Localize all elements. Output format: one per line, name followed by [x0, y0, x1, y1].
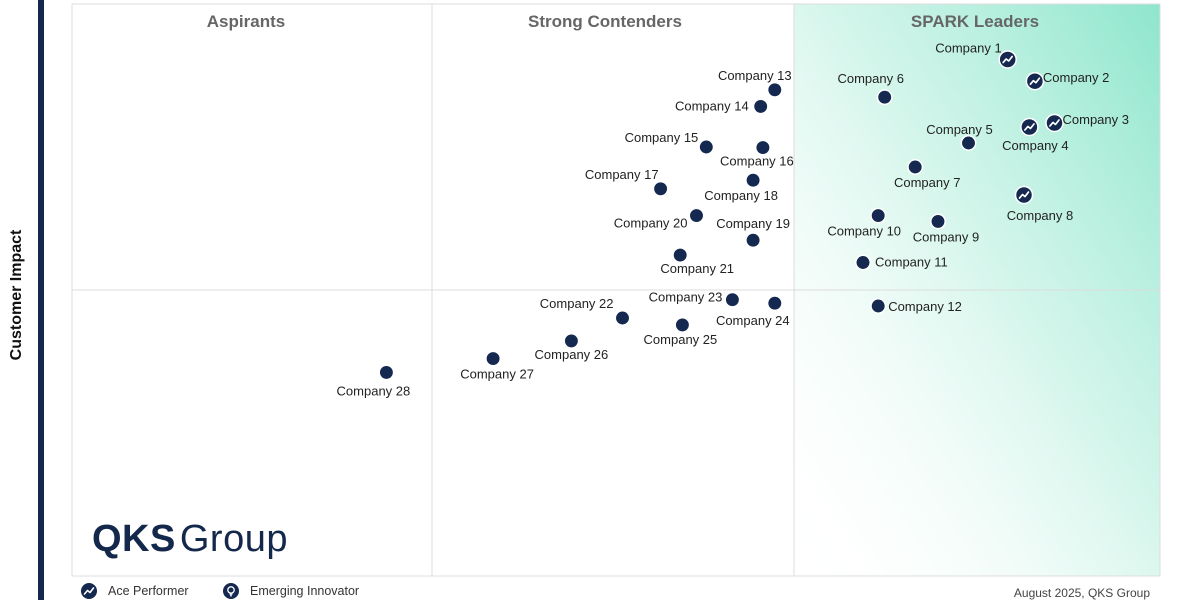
- label-company-13: Company 13: [718, 68, 792, 83]
- label-company-17: Company 17: [585, 167, 659, 182]
- point-company-21: [672, 247, 689, 264]
- point-company-25: [674, 316, 691, 333]
- footer-note: August 2025, QKS Group: [1013, 586, 1150, 600]
- label-company-15: Company 15: [625, 130, 699, 145]
- label-company-20: Company 20: [614, 216, 688, 231]
- quadrant-title-strong-contenders: Strong Contenders: [528, 12, 682, 31]
- label-company-11: Company 11: [875, 255, 948, 270]
- point-company-13: [766, 81, 783, 98]
- point-company-16: [754, 139, 771, 156]
- label-company-28: Company 28: [337, 383, 411, 398]
- point-company-5: [960, 135, 977, 151]
- qks-logo: QKS Group: [92, 518, 288, 561]
- ace-performer-icon: [1029, 77, 1041, 86]
- point-company-10: [870, 207, 887, 224]
- point-company-6: [876, 89, 893, 106]
- point-company-20: [688, 207, 705, 224]
- label-company-26: Company 26: [535, 347, 609, 362]
- legend-ace-performer: Ace Performer: [80, 582, 189, 600]
- point-company-28: [378, 364, 395, 381]
- label-company-27: Company 27: [460, 367, 534, 382]
- label-company-10: Company 10: [827, 224, 901, 239]
- point-company-24: [766, 295, 783, 312]
- point-company-15: [698, 139, 715, 155]
- label-company-9: Company 9: [913, 229, 979, 244]
- label-company-19: Company 19: [716, 216, 790, 231]
- point-company-7: [907, 159, 924, 175]
- ace-performer-icon: [1024, 123, 1035, 131]
- ace-performer-icon: [81, 583, 97, 599]
- ace-performer-icon: [1049, 119, 1060, 127]
- point-company-17: [652, 180, 669, 197]
- emerging-innovator-icon: [223, 583, 239, 599]
- legend-emerging-innovator: Emerging Innovator: [222, 582, 359, 600]
- point-company-12: [870, 298, 887, 314]
- label-company-1: Company 1: [935, 41, 1001, 56]
- label-company-18: Company 18: [704, 188, 778, 203]
- label-company-5: Company 5: [926, 122, 992, 137]
- y-axis-label: Customer Impact: [8, 229, 25, 361]
- point-company-18: [745, 172, 762, 189]
- logo-group: Group: [179, 518, 288, 560]
- logo-qks: QKS: [92, 518, 176, 560]
- point-company-9: [930, 213, 946, 230]
- label-company-23: Company 23: [649, 290, 723, 305]
- label-company-8: Company 8: [1007, 208, 1073, 223]
- point-company-27: [485, 350, 502, 367]
- point-company-11: [855, 254, 871, 271]
- point-company-14: [752, 98, 769, 115]
- label-company-22: Company 22: [540, 296, 614, 311]
- ace-performer-icon: [1018, 191, 1030, 199]
- label-company-16: Company 16: [720, 154, 794, 169]
- legend-label-emerging-innovator: Emerging Innovator: [250, 584, 360, 598]
- point-company-19: [745, 232, 762, 249]
- label-company-4: Company 4: [1002, 138, 1068, 153]
- label-company-21: Company 21: [660, 261, 734, 276]
- label-company-7: Company 7: [894, 175, 960, 190]
- label-company-3: Company 3: [1063, 112, 1129, 127]
- point-company-22: [614, 310, 631, 326]
- y-axis: Customer Impact: [0, 0, 34, 600]
- left-accent-bar: [38, 0, 44, 600]
- legend-label-ace-performer: Ace Performer: [108, 584, 189, 598]
- quadrant-title-aspirants: Aspirants: [207, 12, 285, 31]
- label-company-14: Company 14: [675, 98, 749, 113]
- point-company-26: [563, 332, 580, 349]
- label-company-25: Company 25: [644, 332, 718, 347]
- label-company-12: Company 12: [888, 299, 962, 314]
- label-company-6: Company 6: [837, 71, 903, 86]
- quadrant-title-spark-leaders: SPARK Leaders: [911, 12, 1039, 31]
- label-company-2: Company 2: [1043, 70, 1109, 85]
- ace-performer-icon: [1002, 55, 1014, 64]
- point-company-23: [724, 291, 741, 308]
- data-points: Company 1 Company 2 Company 3 Company 4 Comp…: [337, 41, 1129, 399]
- label-company-24: Company 24: [716, 313, 790, 328]
